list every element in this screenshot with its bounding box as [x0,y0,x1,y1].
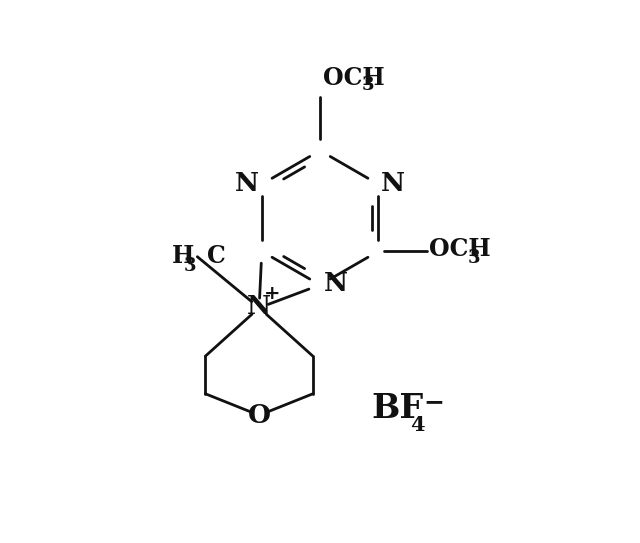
Text: C: C [207,244,226,268]
Text: −: − [423,390,444,415]
Text: N: N [381,171,405,195]
Text: 3: 3 [184,257,196,275]
Text: +: + [264,285,280,303]
Text: O: O [248,403,271,428]
Text: H: H [172,244,195,268]
Text: BF: BF [371,392,423,425]
Text: N: N [235,171,259,195]
Text: N: N [247,294,271,319]
Text: N: N [324,272,348,296]
Text: OCH: OCH [429,237,491,261]
Text: 3: 3 [468,249,481,267]
Text: 4: 4 [410,415,425,435]
Text: 3: 3 [362,76,374,94]
Text: OCH: OCH [323,66,385,90]
